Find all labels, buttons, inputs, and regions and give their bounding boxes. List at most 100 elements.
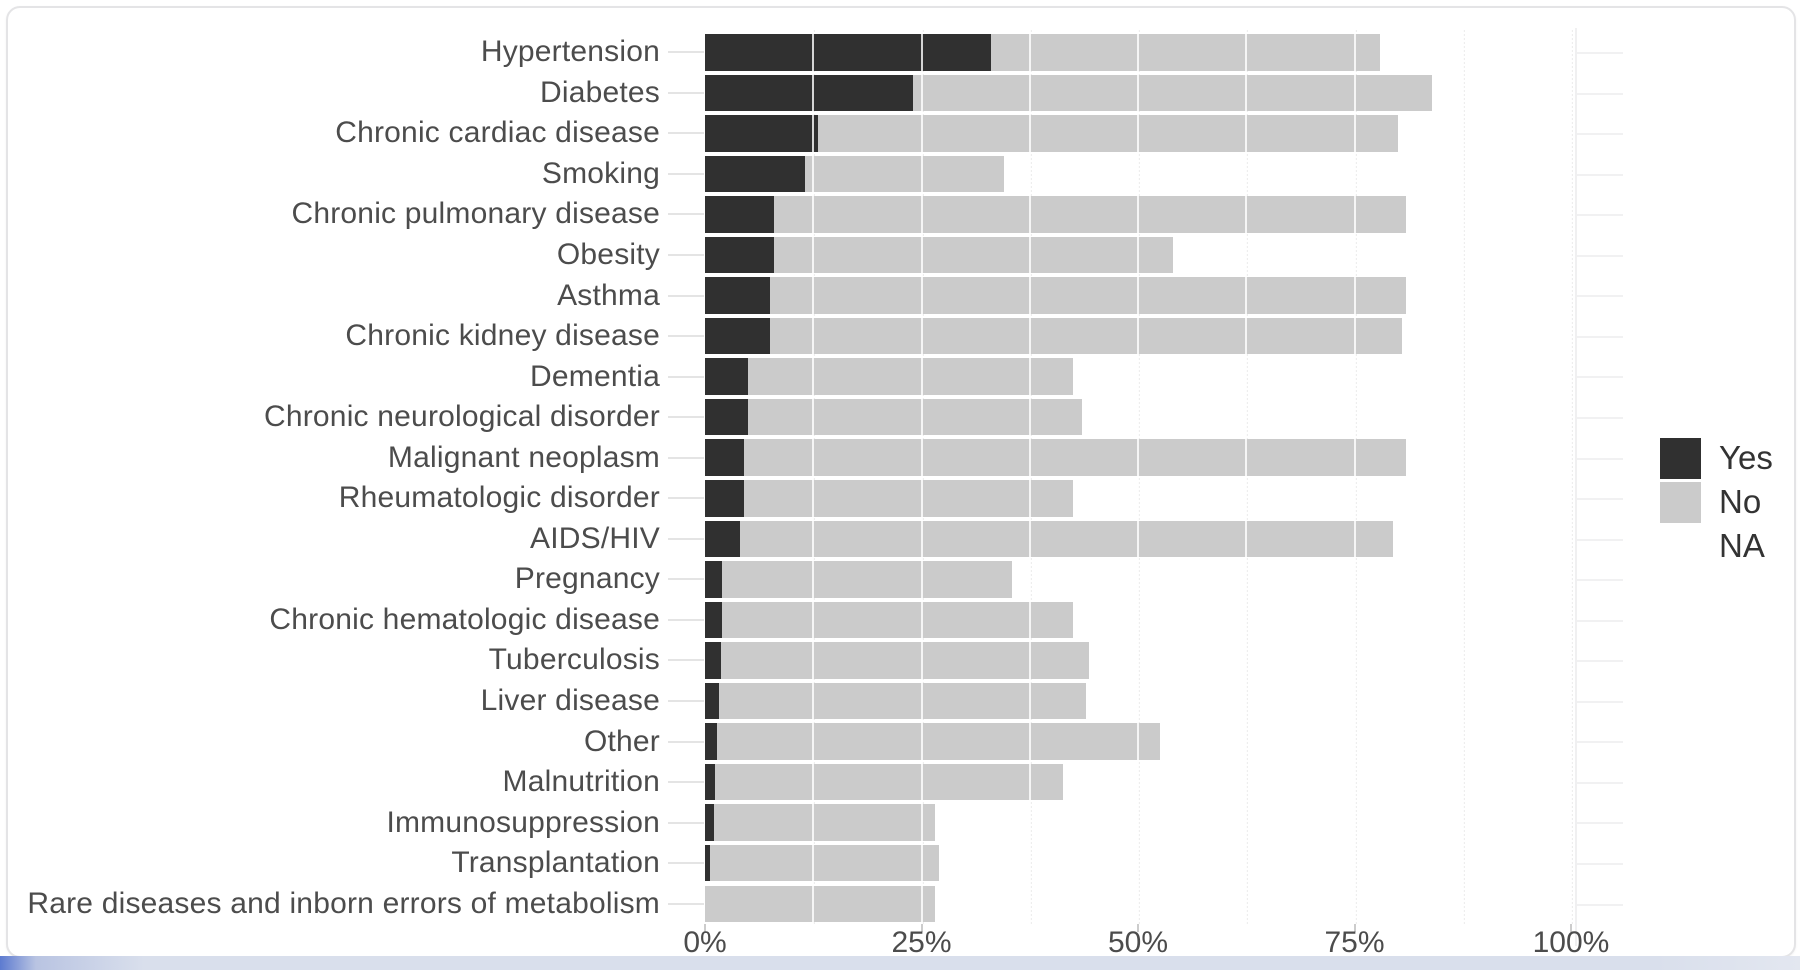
table-row: Transplantation (0, 843, 1800, 884)
bar (705, 358, 1800, 395)
bar-segment-yes (705, 763, 716, 801)
bar-segment-yes (705, 439, 744, 476)
legend-swatch-yes (1660, 437, 1701, 479)
bar (705, 682, 1800, 720)
bar-segment-yes (705, 34, 991, 71)
bar-segment-yes (705, 317, 770, 355)
bar-segment-yes (705, 682, 719, 720)
category-label: Transplantation (451, 846, 660, 880)
right-axis-tick (1577, 214, 1623, 217)
bar-segment-no (710, 844, 939, 882)
bar-segment-yes (705, 398, 749, 436)
bar (705, 844, 1800, 882)
x-axis-tick (704, 924, 706, 932)
table-row: Obesity (0, 235, 1800, 276)
y-axis-tick-line (668, 91, 704, 94)
category-label: Tuberculosis (488, 643, 660, 677)
gridline (1462, 30, 1465, 924)
gridline (1354, 30, 1357, 924)
bar (705, 74, 1800, 112)
right-axis-tick (1577, 863, 1623, 865)
y-axis-tick-line (668, 416, 704, 419)
bar (705, 601, 1800, 639)
legend: Yes No NA (1660, 436, 1773, 568)
category-label: Other (583, 724, 660, 758)
y-axis-tick-line (668, 821, 704, 824)
table-row: Pregnancy (0, 559, 1800, 600)
bar (705, 317, 1800, 355)
y-axis-tick-line (668, 578, 704, 581)
y-axis-tick-line (668, 618, 704, 621)
right-axis-tick (1577, 741, 1623, 744)
bar-segment-yes (705, 601, 723, 639)
table-row: Chronic hematologic disease (0, 600, 1800, 641)
bar-segment-no (817, 115, 1398, 152)
table-row: Other (0, 721, 1800, 762)
bar-segment-yes (705, 480, 744, 517)
x-axis-tick-label: 75% (1324, 926, 1385, 959)
y-axis-tick-line (668, 902, 704, 905)
bar (705, 642, 1800, 679)
x-axis-tick (1353, 924, 1356, 932)
category-label: Smoking (541, 156, 660, 190)
gridline (813, 30, 816, 924)
table-row: Tuberculosis (0, 640, 1800, 681)
table-row: Immunosuppression (0, 802, 1800, 843)
table-row: Chronic neurological disorder (0, 397, 1800, 438)
y-axis-tick-line (668, 51, 704, 54)
y-axis-tick-line (668, 497, 704, 500)
bar-segment-no (748, 358, 1074, 395)
y-axis-tick-line (668, 537, 704, 540)
y-axis-tick-line (668, 456, 704, 459)
right-axis-tick (1577, 416, 1623, 419)
table-row: Malignant neoplasm (0, 437, 1800, 478)
legend-entry: NA (1660, 524, 1773, 568)
bar-segment-yes (705, 561, 723, 598)
category-label: Hypertension (480, 35, 660, 69)
category-label: Malnutrition (502, 765, 660, 799)
category-label: Chronic neurological disorder (263, 400, 660, 434)
category-label: Dementia (530, 359, 660, 393)
bar-segment-no (912, 74, 1433, 112)
bar-segment-no (718, 682, 1087, 720)
legend-label: Yes (1719, 439, 1773, 476)
table-row: Malnutrition (0, 762, 1800, 803)
legend-label: NA (1719, 527, 1765, 564)
table-row: Smoking (0, 154, 1800, 195)
table-row: Asthma (0, 275, 1800, 316)
bar-segment-yes (705, 520, 740, 558)
table-row: Chronic kidney disease (0, 316, 1800, 357)
right-axis-tick (1577, 579, 1623, 582)
y-axis-tick-line (668, 172, 704, 175)
category-label: Malignant neoplasm (387, 440, 660, 474)
bar (705, 236, 1800, 274)
category-label: Chronic pulmonary disease (291, 197, 660, 231)
y-axis-tick-line (668, 740, 704, 743)
x-axis-tick (1570, 924, 1572, 932)
bar (705, 115, 1800, 152)
bar-segment-no (743, 439, 1407, 476)
bar-segment-no (769, 277, 1407, 314)
bar-segment-no (705, 885, 936, 922)
legend-swatch-na (1660, 525, 1701, 567)
gridline (1029, 30, 1032, 924)
bar-segment-no (743, 480, 1074, 517)
y-axis-tick-line (668, 213, 704, 216)
bar (705, 439, 1800, 476)
bar (705, 561, 1800, 598)
y-axis-tick-line (668, 659, 704, 662)
bar-segment-no (720, 642, 1089, 679)
bar-segment-yes (705, 723, 718, 760)
bar-segment-no (748, 398, 1082, 436)
bar (705, 804, 1800, 841)
bar-segment-yes (705, 804, 714, 841)
legend-label: No (1719, 483, 1762, 520)
bar-segment-yes (705, 115, 818, 152)
bar-segment-yes (705, 155, 805, 193)
bar-segment-yes (705, 844, 711, 882)
bar-segment-no (739, 520, 1394, 558)
right-axis-tick (1577, 133, 1623, 136)
category-label: Chronic cardiac disease (335, 116, 660, 150)
right-axis-tick (1577, 376, 1623, 379)
